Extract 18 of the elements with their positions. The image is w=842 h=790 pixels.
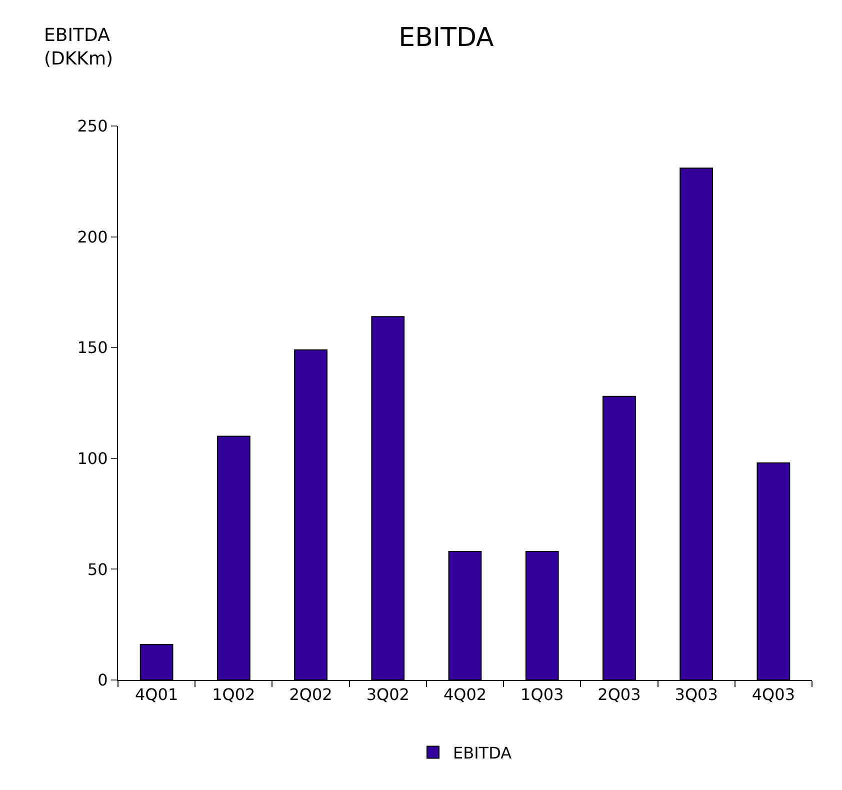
x-tick-label: 3Q03 [674, 685, 718, 704]
y-tick-label: 250 [77, 116, 108, 136]
y-axis-title: EBITDA (DKKm) [44, 25, 114, 70]
y-tick-label: 50 [87, 560, 108, 579]
x-tick-label: 4Q02 [443, 685, 487, 704]
x-tick-label: 4Q01 [134, 685, 178, 704]
x-tick-label: 1Q03 [520, 685, 564, 704]
y-tick-label: 100 [77, 449, 108, 468]
y-tick-label: 200 [77, 227, 108, 246]
chart-title: EBITDA [398, 22, 494, 53]
x-tick-label: 4Q03 [752, 685, 796, 704]
x-tick-label: 2Q02 [289, 685, 332, 704]
x-tick-label: 2Q03 [598, 685, 641, 704]
y-tick-label: 150 [77, 338, 108, 358]
x-tick-label: 3Q02 [366, 685, 410, 704]
y-tick-label: 0 [98, 670, 108, 690]
x-tick-label: 1Q02 [212, 685, 256, 704]
legend-label: EBITDA [453, 744, 512, 763]
